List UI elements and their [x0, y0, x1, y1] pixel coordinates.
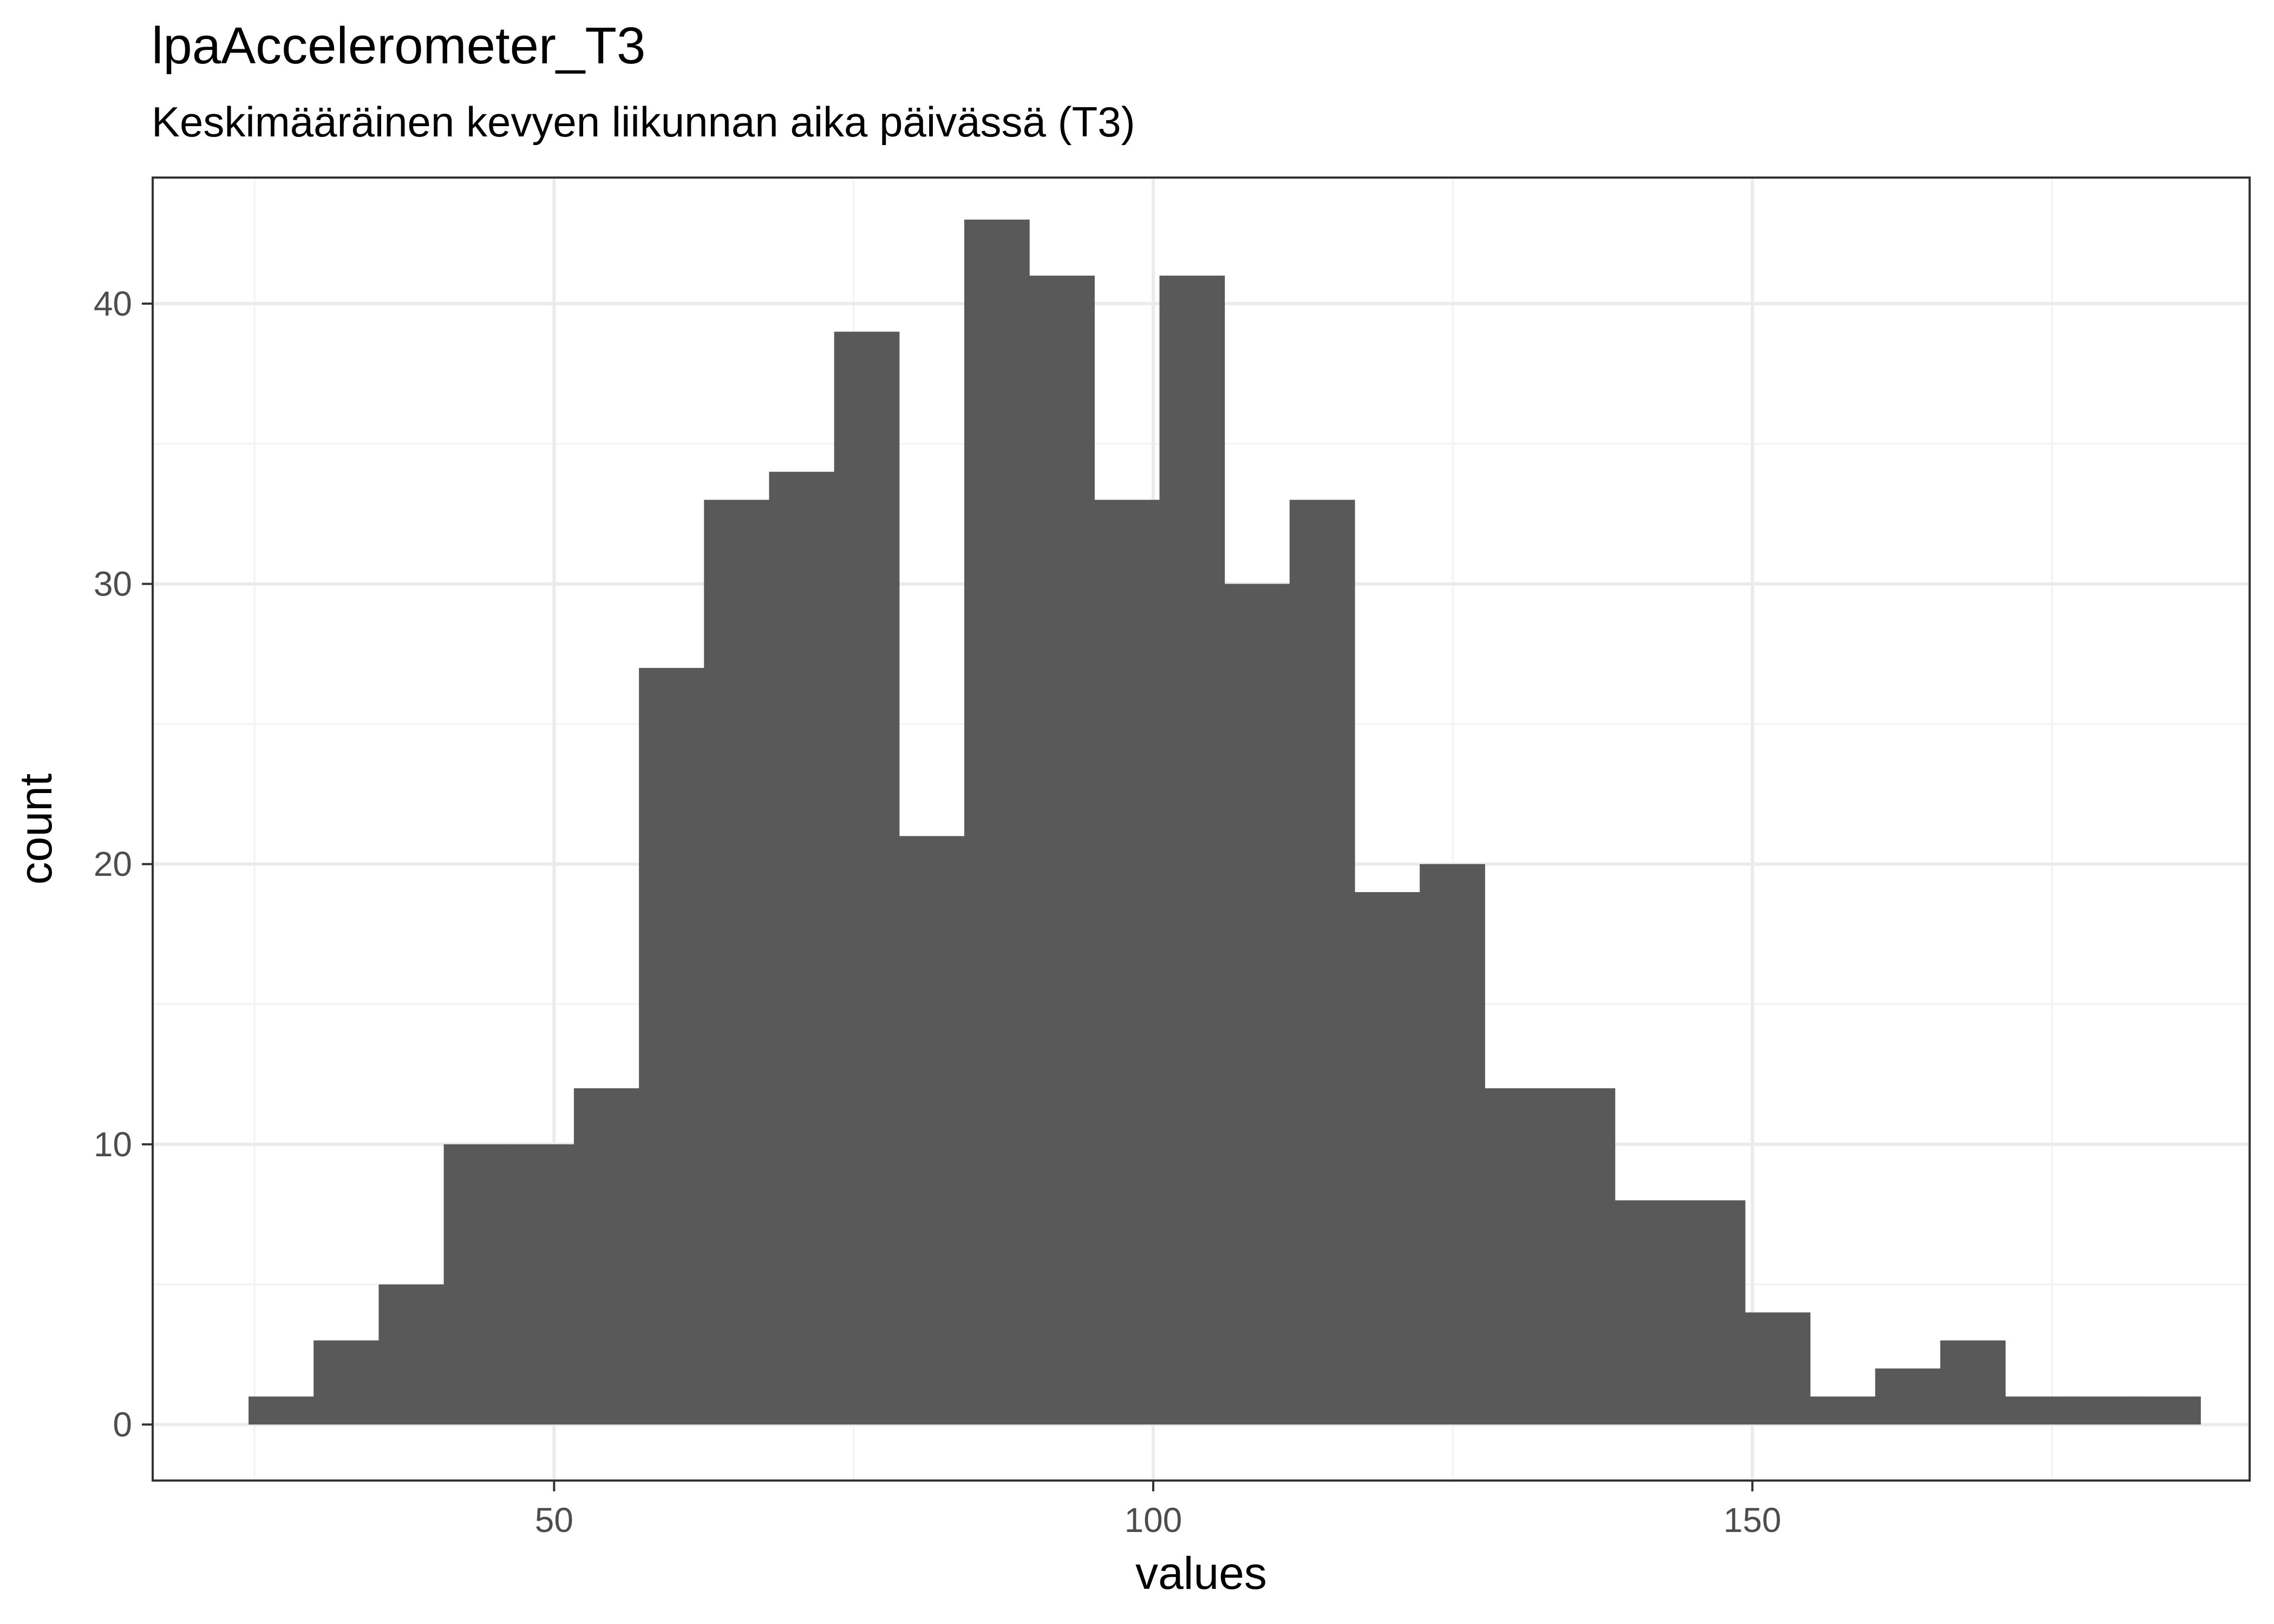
- panel-border: [152, 176, 2251, 1482]
- histogram-bar: [1094, 500, 1160, 1425]
- histogram-bar: [964, 219, 1030, 1425]
- histogram-bar: [1940, 1340, 2006, 1425]
- histogram-bar: [704, 500, 770, 1425]
- histogram-bar: [639, 667, 704, 1425]
- histogram-bar: [1159, 276, 1225, 1425]
- histogram-bar: [1224, 584, 1290, 1425]
- histogram-bar: [1355, 892, 1420, 1425]
- histogram-bar: [1615, 1200, 1681, 1425]
- histogram-bar: [1029, 276, 1095, 1425]
- histogram-bar: [508, 1144, 574, 1425]
- histogram-bar: [2070, 1396, 2136, 1425]
- histogram-bar: [1680, 1200, 1746, 1425]
- histogram-bar: [1550, 1088, 1616, 1425]
- histogram-bar: [1289, 500, 1355, 1425]
- histogram-bar: [443, 1144, 509, 1425]
- chart-title: lpaAccelerometer_T3: [152, 17, 646, 75]
- histogram-bar: [249, 1396, 314, 1425]
- chart-subtitle: Keskimääräinen kevyen liikunnan aika päi…: [152, 98, 1135, 146]
- histogram-bars: [249, 219, 2201, 1425]
- histogram-bar: [1875, 1368, 1941, 1425]
- y-tick-label: 20: [94, 844, 132, 883]
- histogram-bar: [2005, 1396, 2071, 1425]
- histogram-bar: [573, 1088, 639, 1425]
- y-tick-label: 40: [94, 284, 132, 323]
- histogram-bar: [1420, 864, 1485, 1425]
- y-tick-label: 30: [94, 565, 132, 604]
- histogram-bar: [899, 836, 965, 1425]
- histogram-bar: [1485, 1088, 1551, 1425]
- histogram-bar: [1745, 1312, 1811, 1425]
- x-tick-label: 150: [1723, 1501, 1781, 1540]
- x-axis-label: values: [1135, 1548, 1267, 1599]
- histogram-bar: [378, 1284, 445, 1425]
- histogram-bar: [834, 331, 900, 1425]
- histogram-bar: [1810, 1396, 1876, 1425]
- axes: 50 100 150 0 10 20 30 40: [94, 284, 1781, 1540]
- y-tick-label: 10: [94, 1125, 132, 1164]
- histogram-bar: [313, 1340, 379, 1425]
- x-tick-label: 100: [1125, 1501, 1182, 1540]
- y-tick-label: 0: [113, 1405, 132, 1444]
- histogram-bar: [769, 472, 835, 1425]
- x-tick-label: 50: [535, 1501, 573, 1540]
- y-axis-label: count: [10, 774, 61, 885]
- histogram-bar: [2135, 1396, 2201, 1425]
